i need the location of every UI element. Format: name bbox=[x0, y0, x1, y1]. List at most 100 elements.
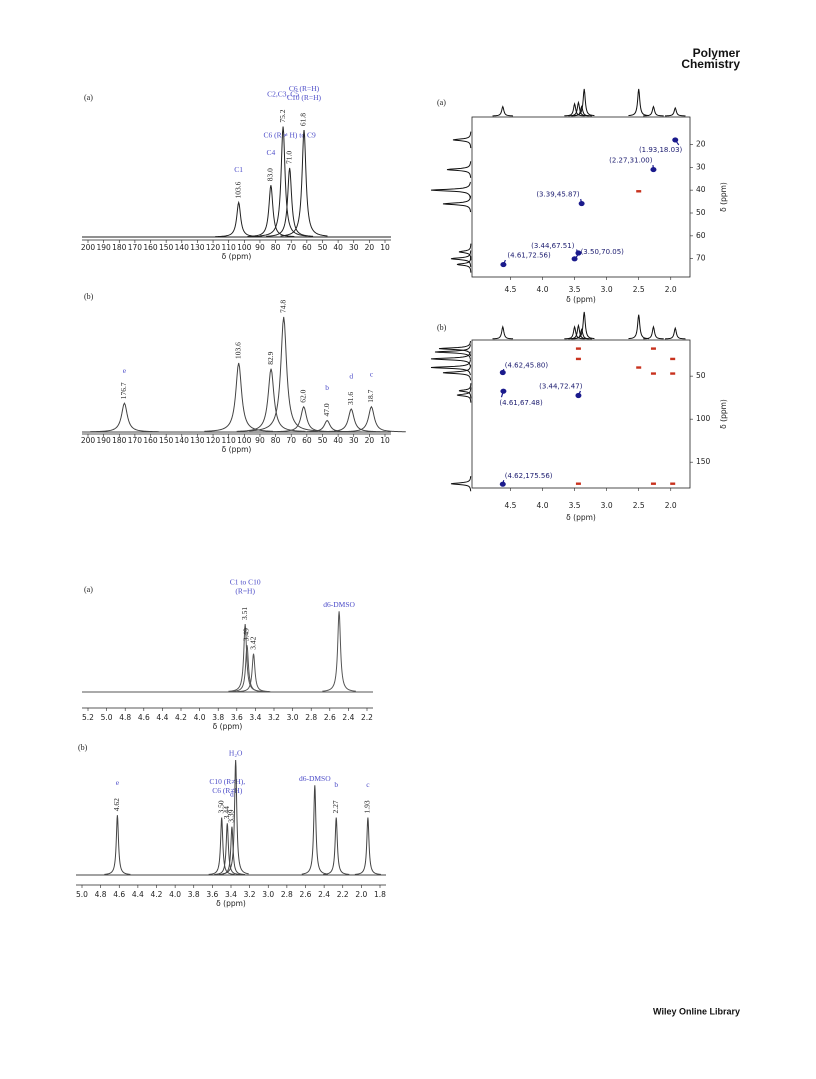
leader bbox=[574, 254, 579, 260]
peak-assignment: C10 (R=H) bbox=[287, 93, 322, 102]
journal-name: Polymer bbox=[693, 46, 741, 60]
x-tick-label: 90 bbox=[255, 436, 265, 445]
x-tick-label: 110 bbox=[222, 243, 237, 252]
projection-peak bbox=[458, 383, 472, 399]
x-tick-label: 170 bbox=[128, 243, 143, 252]
x-tick-label: 200 bbox=[81, 243, 96, 252]
peak bbox=[337, 405, 406, 433]
x-tick-label: 120 bbox=[206, 436, 221, 445]
journal-name: Chemistry bbox=[681, 57, 740, 71]
x-tick-label: 2.4 bbox=[342, 713, 354, 722]
projection-peak bbox=[564, 102, 585, 117]
projection-peak bbox=[492, 105, 514, 117]
projection-peak bbox=[430, 359, 471, 376]
y-tick-label: 40 bbox=[696, 185, 706, 194]
cross-peak bbox=[650, 372, 656, 375]
plot-frame bbox=[471, 339, 691, 489]
x-tick-label: 4.5 bbox=[505, 501, 517, 510]
peak bbox=[280, 130, 328, 237]
peak bbox=[354, 817, 381, 875]
x-tick-label: 40 bbox=[333, 243, 343, 252]
x-axis-label: δ (ppm) bbox=[566, 513, 596, 522]
projection-peak bbox=[452, 131, 472, 149]
y-tick-label: 150 bbox=[696, 457, 711, 466]
peak bbox=[208, 817, 235, 875]
x-tick-label: 60 bbox=[302, 436, 312, 445]
cross-peak-label: (3.44,67.51) bbox=[531, 242, 575, 250]
cross-peak-label: (4.61,67.48) bbox=[499, 399, 543, 407]
x-tick-label: 3.6 bbox=[231, 713, 243, 722]
projection-peak bbox=[628, 314, 649, 340]
panel-label: (b) bbox=[437, 323, 447, 332]
projection-peak bbox=[573, 88, 595, 117]
peak bbox=[316, 408, 386, 433]
panel-label: (a) bbox=[437, 98, 446, 107]
peak-label: 4.62 bbox=[112, 798, 121, 811]
x-tick-label: 2.2 bbox=[361, 713, 373, 722]
x-tick-label: 140 bbox=[175, 436, 190, 445]
x-tick-label: 4.8 bbox=[119, 713, 131, 722]
peak-assignment: d6-DMSO bbox=[323, 600, 355, 609]
peak-assignment: (R=H) bbox=[235, 587, 255, 596]
peak-assignment: b bbox=[334, 780, 338, 789]
peak-assignment: d6-DMSO bbox=[299, 774, 331, 783]
x-tick-label: 5.0 bbox=[101, 713, 113, 722]
peak-label: 71.0 bbox=[284, 151, 293, 164]
x-tick-label: 90 bbox=[255, 243, 265, 252]
leader bbox=[674, 139, 680, 146]
panel-label: (b) bbox=[78, 743, 88, 752]
x-tick-label: 20 bbox=[365, 436, 375, 445]
peak-assignment: C6 (R=H) bbox=[289, 84, 320, 93]
x-tick-label: 100 bbox=[237, 436, 252, 445]
x-tick-label: 3.8 bbox=[212, 713, 224, 722]
x-tick-label: 200 bbox=[81, 436, 96, 445]
projection-peak bbox=[430, 181, 471, 199]
x-tick-label: 5.0 bbox=[76, 890, 88, 899]
x-tick-label: 5.2 bbox=[82, 713, 94, 722]
x-tick-label: 180 bbox=[112, 436, 127, 445]
x-tick-label: 2.5 bbox=[633, 285, 645, 294]
x-tick-label: 4.0 bbox=[194, 713, 206, 722]
panel-label: (a) bbox=[84, 93, 93, 102]
peak-assignment: C1 bbox=[234, 165, 243, 174]
x-tick-label: 150 bbox=[159, 436, 174, 445]
x-tick-label: 2.8 bbox=[281, 890, 293, 899]
peak-label: 83.0 bbox=[266, 168, 275, 181]
peak-label: 75.2 bbox=[278, 109, 287, 122]
leader bbox=[502, 480, 505, 485]
peak bbox=[230, 645, 264, 693]
x-tick-label: 4.5 bbox=[505, 285, 517, 294]
x-tick-label: 180 bbox=[112, 243, 127, 252]
x-axis-label: δ (ppm) bbox=[222, 252, 252, 261]
peak-assignment: c bbox=[366, 780, 370, 789]
x-tick-label: 3.2 bbox=[268, 713, 280, 722]
projection-peak bbox=[456, 256, 472, 273]
cross-peak bbox=[636, 190, 642, 193]
peak-assignment: C10 (R≠H), bbox=[209, 777, 245, 786]
peak-assignment: C6 (R≠H) bbox=[212, 786, 243, 795]
x-tick-label: 130 bbox=[190, 436, 205, 445]
peak-label: 82.9 bbox=[266, 351, 275, 364]
x-tick-label: 20 bbox=[365, 243, 375, 252]
cross-peak bbox=[650, 347, 656, 350]
cross-peak bbox=[575, 357, 581, 361]
panel-label: (a) bbox=[84, 585, 93, 594]
peak bbox=[301, 785, 328, 875]
peak-label: 1.93 bbox=[363, 800, 372, 813]
x-tick-label: 4.2 bbox=[175, 713, 187, 722]
x-tick-label: 3.0 bbox=[601, 285, 613, 294]
peak-assignment: e bbox=[123, 366, 127, 375]
peak-label: 103.6 bbox=[233, 181, 242, 198]
cross-peak-label: (4.61,72.56) bbox=[507, 252, 551, 260]
x-tick-label: 140 bbox=[175, 243, 190, 252]
cross-peak bbox=[575, 482, 581, 485]
x-tick-label: 4.0 bbox=[537, 285, 549, 294]
projection-peak bbox=[492, 325, 514, 340]
cross-peak bbox=[636, 366, 642, 369]
peak-label: 3.44 bbox=[222, 806, 231, 819]
leader bbox=[580, 198, 583, 204]
leader bbox=[652, 165, 655, 170]
y-axis-label: δ (ppm) bbox=[719, 182, 728, 212]
y-tick-label: 100 bbox=[696, 414, 711, 423]
